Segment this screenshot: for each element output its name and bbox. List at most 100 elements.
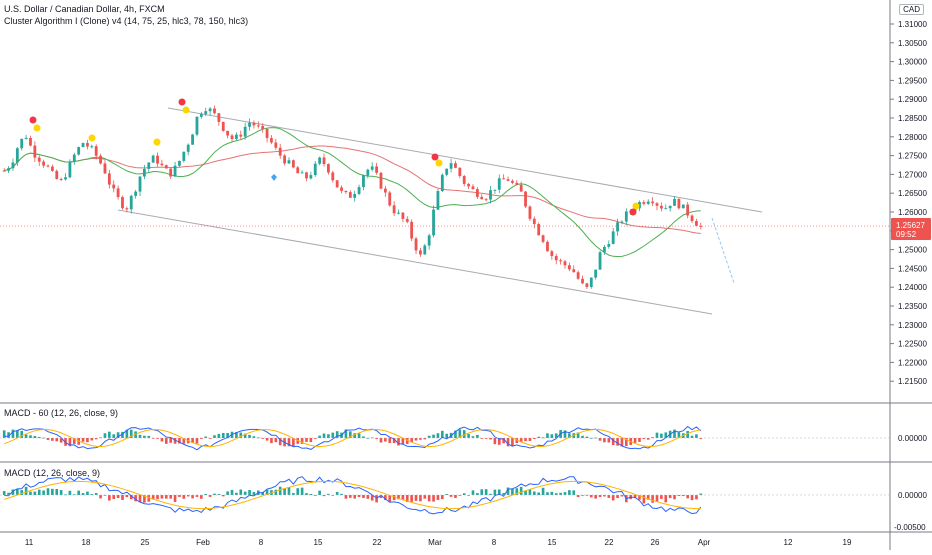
macd60-histogram-bar: [313, 438, 317, 439]
macd60-histogram-bar: [217, 433, 221, 438]
candle-body: [668, 205, 672, 209]
macd60-histogram-bar: [502, 438, 505, 444]
macd-histogram-bar: [283, 488, 286, 495]
candle-body: [480, 196, 484, 200]
macd60-histogram-bar: [379, 438, 383, 443]
candle-body: [502, 178, 506, 180]
macd60-histogram-bar: [489, 438, 492, 440]
macd-histogram-bar: [554, 493, 558, 495]
candle-body: [94, 146, 98, 156]
macd60-histogram-bar: [108, 431, 111, 438]
macd-histogram-bar: [116, 495, 120, 499]
time-tick-label: 8: [492, 538, 497, 547]
candle-body: [261, 126, 265, 129]
macd60-histogram-bar: [143, 435, 146, 438]
candle-body: [419, 250, 422, 255]
macd-histogram-bar: [129, 495, 133, 500]
signal-dot: [629, 208, 637, 216]
macd-histogram-bar: [673, 495, 676, 500]
macd-histogram-bar: [151, 495, 155, 500]
price-tick-label: 1.25000: [898, 246, 927, 255]
macd60-histogram-bar: [151, 438, 155, 439]
candle-body: [248, 122, 251, 127]
macd60-histogram-bar: [11, 429, 15, 438]
signal-heart: [271, 174, 277, 181]
macd60-histogram-bar: [620, 438, 624, 447]
macd60-histogram-bar: [7, 432, 10, 438]
candle-body: [300, 172, 304, 174]
projection-arrow: [711, 217, 735, 284]
signal-dot: [178, 98, 186, 106]
macd60-histogram-bar: [511, 438, 514, 447]
candle-body: [37, 157, 41, 162]
candle-body: [699, 225, 703, 227]
macd-histogram-bar: [186, 495, 190, 497]
macd60-histogram-bar: [642, 438, 646, 440]
macd60-histogram-bar: [72, 438, 76, 444]
macd-histogram-bar: [278, 486, 282, 495]
macd-histogram-bar: [327, 493, 330, 495]
candle-body: [541, 235, 545, 242]
macd60-histogram-bar: [42, 437, 45, 439]
macd60-histogram-bar: [611, 438, 615, 446]
macd60-histogram-bar: [690, 435, 694, 438]
macd60-histogram-bar: [51, 438, 54, 441]
candle-body: [462, 175, 466, 184]
macd-histogram-bar: [296, 488, 300, 495]
macd-histogram-bar: [318, 490, 321, 495]
macd60-histogram-bar: [116, 432, 120, 438]
macd-histogram-bar: [405, 495, 409, 503]
macd60-histogram-bar: [305, 438, 308, 442]
candle-body: [559, 260, 563, 262]
candle-body: [524, 191, 527, 207]
macd-histogram-bar: [484, 489, 488, 495]
chart-title: U.S. Dollar / Canadian Dollar, 4h, FXCM: [4, 4, 165, 14]
time-tick-label: 25: [141, 538, 150, 547]
macd-histogram-bar: [239, 489, 243, 495]
macd-histogram-bar: [156, 495, 159, 500]
candle-body: [598, 252, 602, 270]
macd-histogram-bar: [143, 495, 146, 503]
macd60-histogram-bar: [59, 438, 63, 443]
candle-body: [357, 187, 361, 194]
macd60-histogram-bar: [208, 438, 212, 439]
macd-histogram-bar: [541, 487, 545, 495]
macd-histogram-bar: [563, 492, 567, 495]
macd-histogram-bar: [108, 495, 111, 501]
candle-body: [655, 203, 659, 206]
currency-badge[interactable]: CAD: [899, 4, 924, 15]
macd60-histogram-bar: [506, 438, 510, 447]
candle-body: [519, 184, 523, 192]
candle-body: [550, 251, 554, 257]
macd-histogram-bar: [191, 495, 194, 499]
time-tick-label: 22: [605, 538, 614, 547]
macd60-histogram-bar: [533, 438, 536, 440]
macd-histogram-bar: [497, 489, 501, 495]
candle-body: [156, 155, 159, 164]
candle-body: [186, 144, 190, 152]
macd60-histogram-bar: [625, 438, 628, 446]
macd-histogram-bar: [42, 490, 45, 495]
candle-body: [331, 172, 335, 181]
macd-histogram-bar: [2, 491, 6, 495]
macd-histogram-bar: [462, 493, 466, 495]
macd60-histogram-bar: [256, 437, 260, 439]
candle-body: [511, 180, 514, 183]
candle-body: [77, 147, 81, 155]
macd60-histogram-bar: [265, 438, 269, 441]
indicator-title: Cluster Algorithm I (Clone) v4 (14, 75, …: [4, 16, 249, 26]
macd-histogram-bar: [182, 495, 186, 499]
time-tick-label: 12: [784, 538, 793, 547]
macd60-histogram-bar: [388, 438, 392, 443]
macd-histogram-bar: [581, 495, 584, 496]
macd-histogram-bar: [419, 495, 422, 502]
candle-body: [695, 221, 698, 226]
macd60-histogram-bar: [699, 438, 703, 440]
macd60-histogram-bar: [493, 438, 497, 445]
macd-histogram-bar: [524, 490, 527, 495]
macd-histogram-bar: [458, 495, 462, 496]
macd-histogram-bar: [690, 495, 694, 501]
candle-body: [265, 128, 269, 139]
macd-histogram-bar: [348, 495, 352, 498]
